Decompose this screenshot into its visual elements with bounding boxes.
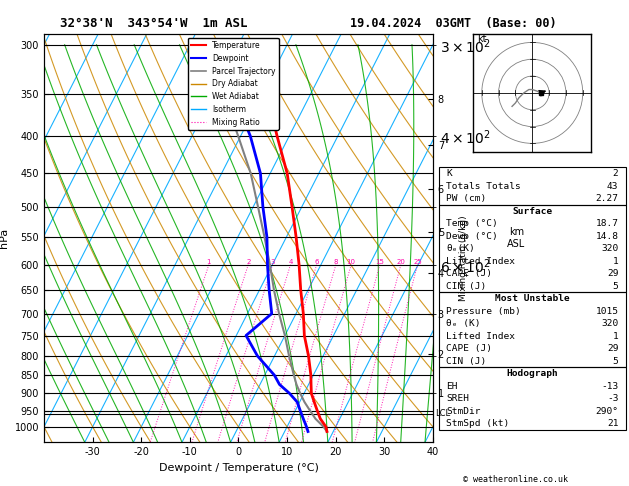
Text: θₑ (K): θₑ (K) [446, 319, 481, 328]
Text: CIN (J): CIN (J) [446, 357, 486, 365]
Text: Surface: Surface [512, 207, 552, 216]
Text: Temp (°C): Temp (°C) [446, 219, 498, 228]
Text: 14.8: 14.8 [596, 232, 618, 241]
Text: 6: 6 [314, 259, 319, 265]
Text: 29: 29 [607, 269, 618, 278]
Text: 2: 2 [246, 259, 250, 265]
Text: 43: 43 [607, 182, 618, 191]
Text: 1: 1 [613, 257, 618, 266]
Text: -3: -3 [607, 394, 618, 403]
Text: Lifted Index: Lifted Index [446, 331, 515, 341]
Text: Dewp (°C): Dewp (°C) [446, 232, 498, 241]
Text: EH: EH [446, 382, 458, 391]
Text: K: K [446, 169, 452, 178]
Text: -13: -13 [601, 382, 618, 391]
Text: 3: 3 [270, 259, 275, 265]
Text: 290°: 290° [596, 406, 618, 416]
Text: StmSpd (kt): StmSpd (kt) [446, 419, 509, 428]
Text: 320: 320 [601, 244, 618, 253]
Text: 20: 20 [396, 259, 405, 265]
Text: 320: 320 [601, 319, 618, 328]
Text: 2.27: 2.27 [596, 194, 618, 203]
Text: StmDir: StmDir [446, 406, 481, 416]
Text: 21: 21 [607, 419, 618, 428]
Text: 10: 10 [347, 259, 355, 265]
Text: SREH: SREH [446, 394, 469, 403]
Text: © weatheronline.co.uk: © weatheronline.co.uk [464, 474, 568, 484]
Text: CIN (J): CIN (J) [446, 281, 486, 291]
Legend: Temperature, Dewpoint, Parcel Trajectory, Dry Adiabat, Wet Adiabat, Isotherm, Mi: Temperature, Dewpoint, Parcel Trajectory… [188, 38, 279, 130]
Text: kt: kt [477, 35, 486, 44]
Text: 2: 2 [613, 169, 618, 178]
Text: θₑ(K): θₑ(K) [446, 244, 475, 253]
Text: 1: 1 [613, 331, 618, 341]
Text: Pressure (mb): Pressure (mb) [446, 307, 521, 315]
Text: 25: 25 [413, 259, 422, 265]
Text: 19.04.2024  03GMT  (Base: 00): 19.04.2024 03GMT (Base: 00) [350, 17, 556, 30]
X-axis label: Dewpoint / Temperature (°C): Dewpoint / Temperature (°C) [159, 463, 318, 473]
Text: 32°38'N  343°54'W  1m ASL: 32°38'N 343°54'W 1m ASL [60, 17, 248, 30]
Text: 4: 4 [288, 259, 292, 265]
Text: 8: 8 [333, 259, 338, 265]
Text: PW (cm): PW (cm) [446, 194, 486, 203]
Y-axis label: hPa: hPa [0, 228, 9, 248]
Text: Most Unstable: Most Unstable [495, 294, 570, 303]
Text: CAPE (J): CAPE (J) [446, 269, 492, 278]
Text: 15: 15 [376, 259, 384, 265]
Text: CAPE (J): CAPE (J) [446, 344, 492, 353]
Text: LCL: LCL [435, 409, 450, 418]
Text: 5: 5 [613, 281, 618, 291]
Text: Lifted Index: Lifted Index [446, 257, 515, 266]
Text: Mixing Ratio (g/kg): Mixing Ratio (g/kg) [459, 216, 469, 301]
Text: Totals Totals: Totals Totals [446, 182, 521, 191]
Text: 5: 5 [613, 357, 618, 365]
Text: 1: 1 [207, 259, 211, 265]
Y-axis label: km
ASL: km ASL [507, 227, 525, 249]
Text: 29: 29 [607, 344, 618, 353]
Text: 18.7: 18.7 [596, 219, 618, 228]
Text: 1015: 1015 [596, 307, 618, 315]
Text: Hodograph: Hodograph [506, 369, 558, 378]
